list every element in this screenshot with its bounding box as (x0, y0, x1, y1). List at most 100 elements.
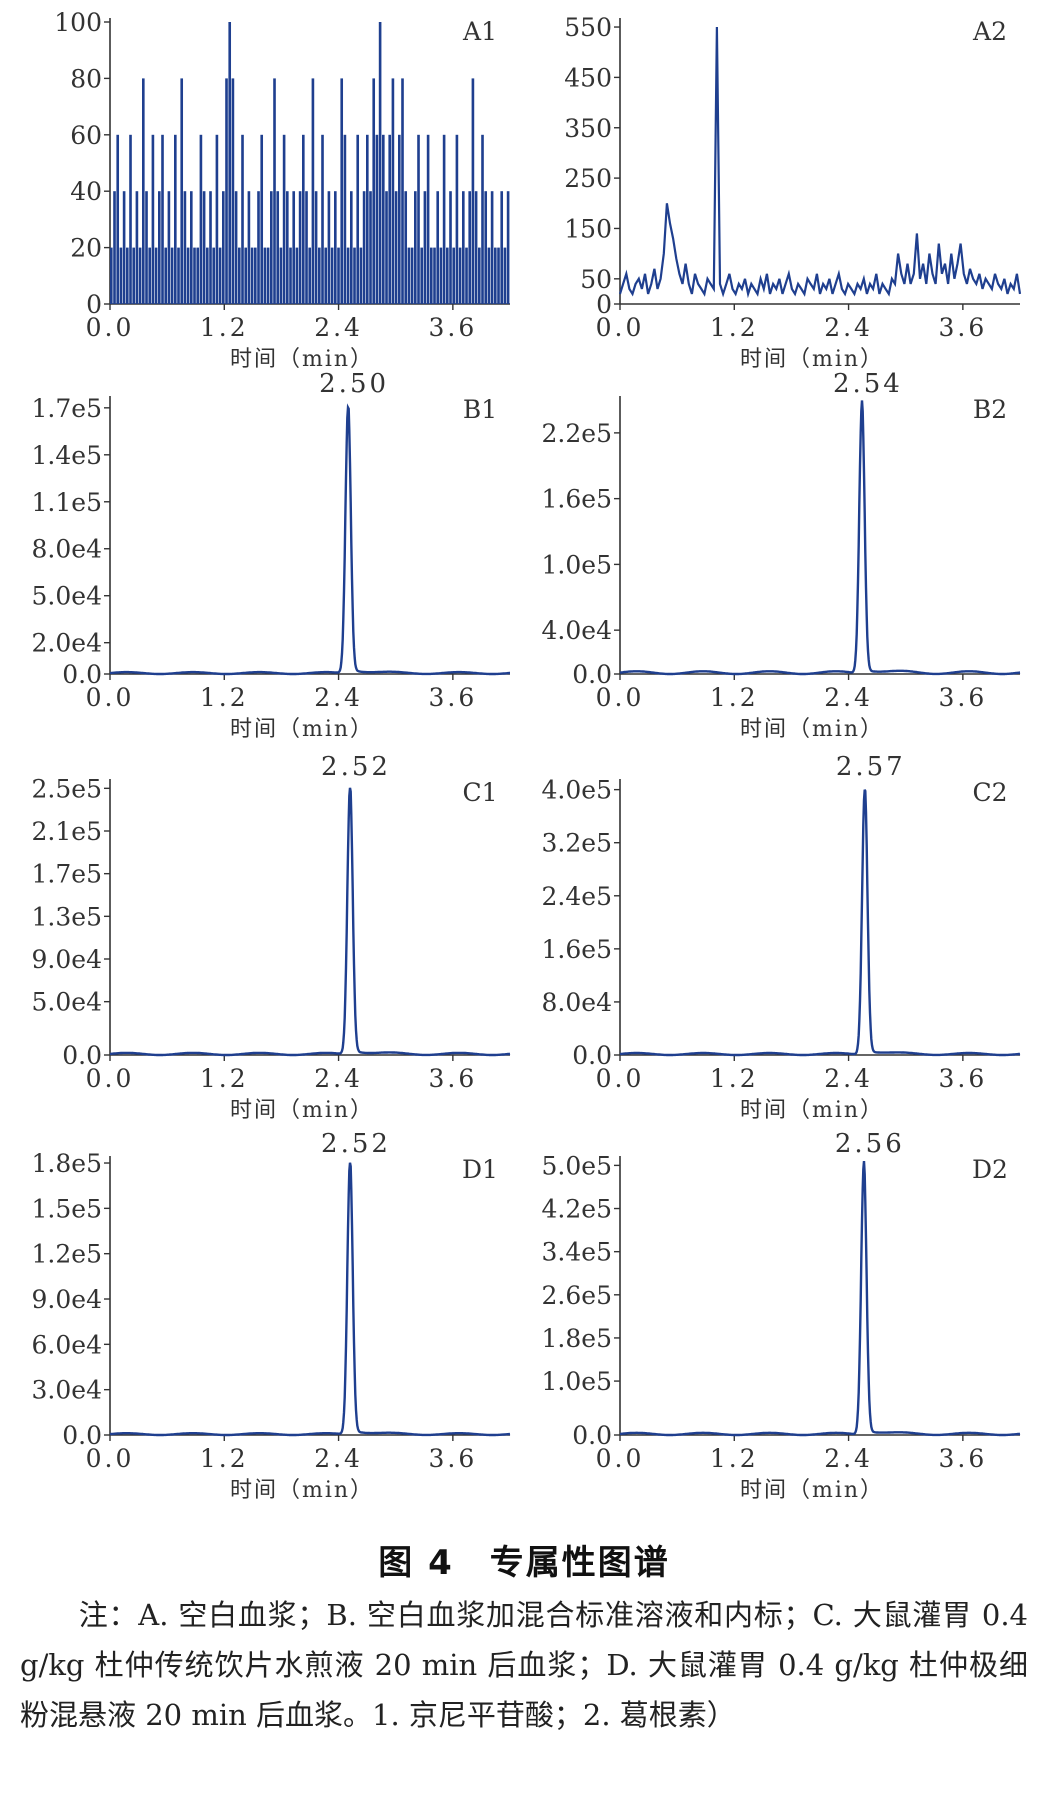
y-tick-label: 0.0 (62, 1041, 102, 1070)
x-tick-label: 1.2 (710, 313, 759, 342)
noise-bar (311, 78, 315, 305)
panel-label: C1 (462, 778, 497, 807)
y-tick-label: 2.2e5 (542, 419, 612, 448)
noise-bar (350, 191, 353, 304)
noise-bar (260, 134, 264, 304)
noise-bar (148, 247, 152, 304)
x-tick-label: 0.0 (86, 1064, 135, 1093)
chart-D1: 0.0 3.0e4 6.0e4 9.0e4 1.2e5 1.5e5 1.8e5 0.0 1.2 2… (32, 1129, 511, 1503)
y-tick-label: 350 (564, 114, 612, 143)
noise-bar (302, 134, 305, 304)
noise-bar (279, 247, 283, 304)
y-tick-label: 20 (70, 234, 102, 263)
noise-bar (426, 134, 430, 304)
y-tick-label: 50 (580, 265, 612, 294)
chart-C2: 0.0 8.0e4 1.6e5 2.4e5 3.2e5 4.0e5 0.0 1.2 2.4 3.6… (542, 752, 1021, 1123)
x-tick-label: 3.6 (428, 1064, 477, 1093)
y-tick-label: 2.6e5 (542, 1281, 612, 1310)
noise-bar (356, 134, 360, 304)
y-tick-label: 2.1e5 (32, 817, 102, 846)
noise-bar (318, 247, 321, 304)
y-tick-label: 450 (564, 63, 612, 92)
noise-bar (228, 22, 232, 304)
x-axis-title: 时间（min） (230, 347, 374, 372)
noise-bar (471, 78, 475, 305)
noise-bar (177, 247, 180, 304)
peak-label: 2.54 (833, 369, 903, 399)
noise-bar (244, 247, 248, 304)
chart-A2: 050 150 250 350 450 550 0.0 1.2 2.4 3.6 时间（min） A2 (564, 13, 1022, 372)
trace-line (109, 1162, 511, 1437)
noise-bar (478, 247, 481, 304)
x-tick-label: 0.0 (86, 683, 135, 712)
trace-line (110, 787, 511, 1057)
x-axis-title: 时间（min） (230, 717, 374, 742)
y-tick-label: 9.0e4 (32, 945, 102, 974)
noise-bar (212, 247, 216, 304)
noise-bar (241, 134, 244, 304)
noise-bar (372, 78, 376, 305)
noise-bar (174, 134, 177, 304)
noise-bar (468, 191, 472, 304)
y-tick-label: 2.0e4 (32, 629, 102, 658)
x-tick-label: 0.0 (596, 683, 645, 712)
noise-bar (250, 247, 254, 304)
noise-bar (218, 247, 222, 304)
noise-bar (366, 134, 369, 304)
noise-bar (276, 191, 280, 304)
noise-bar (298, 191, 302, 304)
noise-bar (343, 134, 347, 304)
noise-bar (126, 247, 129, 304)
x-tick-label: 1.2 (200, 313, 249, 342)
y-tick-label: 1.2e5 (32, 1240, 102, 1269)
noise-bar (282, 134, 286, 304)
noise-bar (382, 134, 385, 304)
noise-bar (225, 78, 228, 305)
noise-bar (186, 247, 190, 304)
x-tick-label: 2.4 (824, 1064, 873, 1093)
figure-note-text: 注：A. 空白血浆；B. 空白血浆加混合标准溶液和内标；C. 大鼠灌胃 0.4 … (20, 1598, 1028, 1732)
noise-bar (474, 191, 478, 304)
noise-bar (254, 247, 257, 304)
noise-bar (462, 191, 465, 304)
chart-D2: 0.0 1.0e5 1.8e5 2.6e5 3.4e5 4.2e5 5.0e5 0.0 1.2 2… (542, 1129, 1021, 1503)
trace-line (109, 403, 510, 676)
noise-bar (247, 191, 251, 304)
noise-bar (430, 247, 433, 304)
y-tick-label: 1.4e5 (32, 441, 102, 470)
noise-bar (420, 247, 424, 304)
x-tick-label: 3.6 (938, 683, 987, 712)
chart-C1: 0.0 5.0e4 9.0e4 1.3e5 1.7e5 2.1e5 2.5e5 0.0 1.2 2… (32, 752, 511, 1123)
noise-bar (270, 191, 273, 304)
noise-bar (170, 247, 174, 304)
noise-bar (180, 78, 184, 305)
noise-bar (394, 191, 398, 304)
noise-bar (500, 191, 504, 304)
x-tick-label: 0.0 (86, 313, 135, 342)
noise-bar (151, 134, 155, 304)
y-tick-label: 1.6e5 (542, 935, 612, 964)
noise-bar (414, 191, 417, 304)
y-tick-label: 6.0e4 (32, 1330, 102, 1359)
x-tick-label: 0.0 (86, 1444, 135, 1473)
x-tick-label: 1.2 (710, 1444, 759, 1473)
noise-bar (436, 191, 440, 304)
y-tick-label: 1.6e5 (542, 485, 612, 514)
y-tick-label: 60 (70, 121, 102, 150)
noise-bar (458, 247, 462, 304)
noise-bar (167, 191, 171, 304)
y-tick-label: 4.0e5 (542, 776, 612, 805)
y-tick-label: 550 (564, 13, 612, 42)
noise-bar (145, 191, 148, 304)
noise-bar (234, 191, 238, 304)
y-tick-label: 250 (564, 164, 612, 193)
y-tick-label: 5.0e4 (32, 988, 102, 1017)
y-tick-label: 0 (596, 290, 612, 319)
noise-bar (238, 247, 241, 304)
noise-bar (110, 247, 113, 304)
x-axis-title: 时间（min） (230, 1478, 374, 1503)
x-axis-title: 时间（min） (230, 1098, 374, 1123)
noise-bar (334, 191, 337, 304)
